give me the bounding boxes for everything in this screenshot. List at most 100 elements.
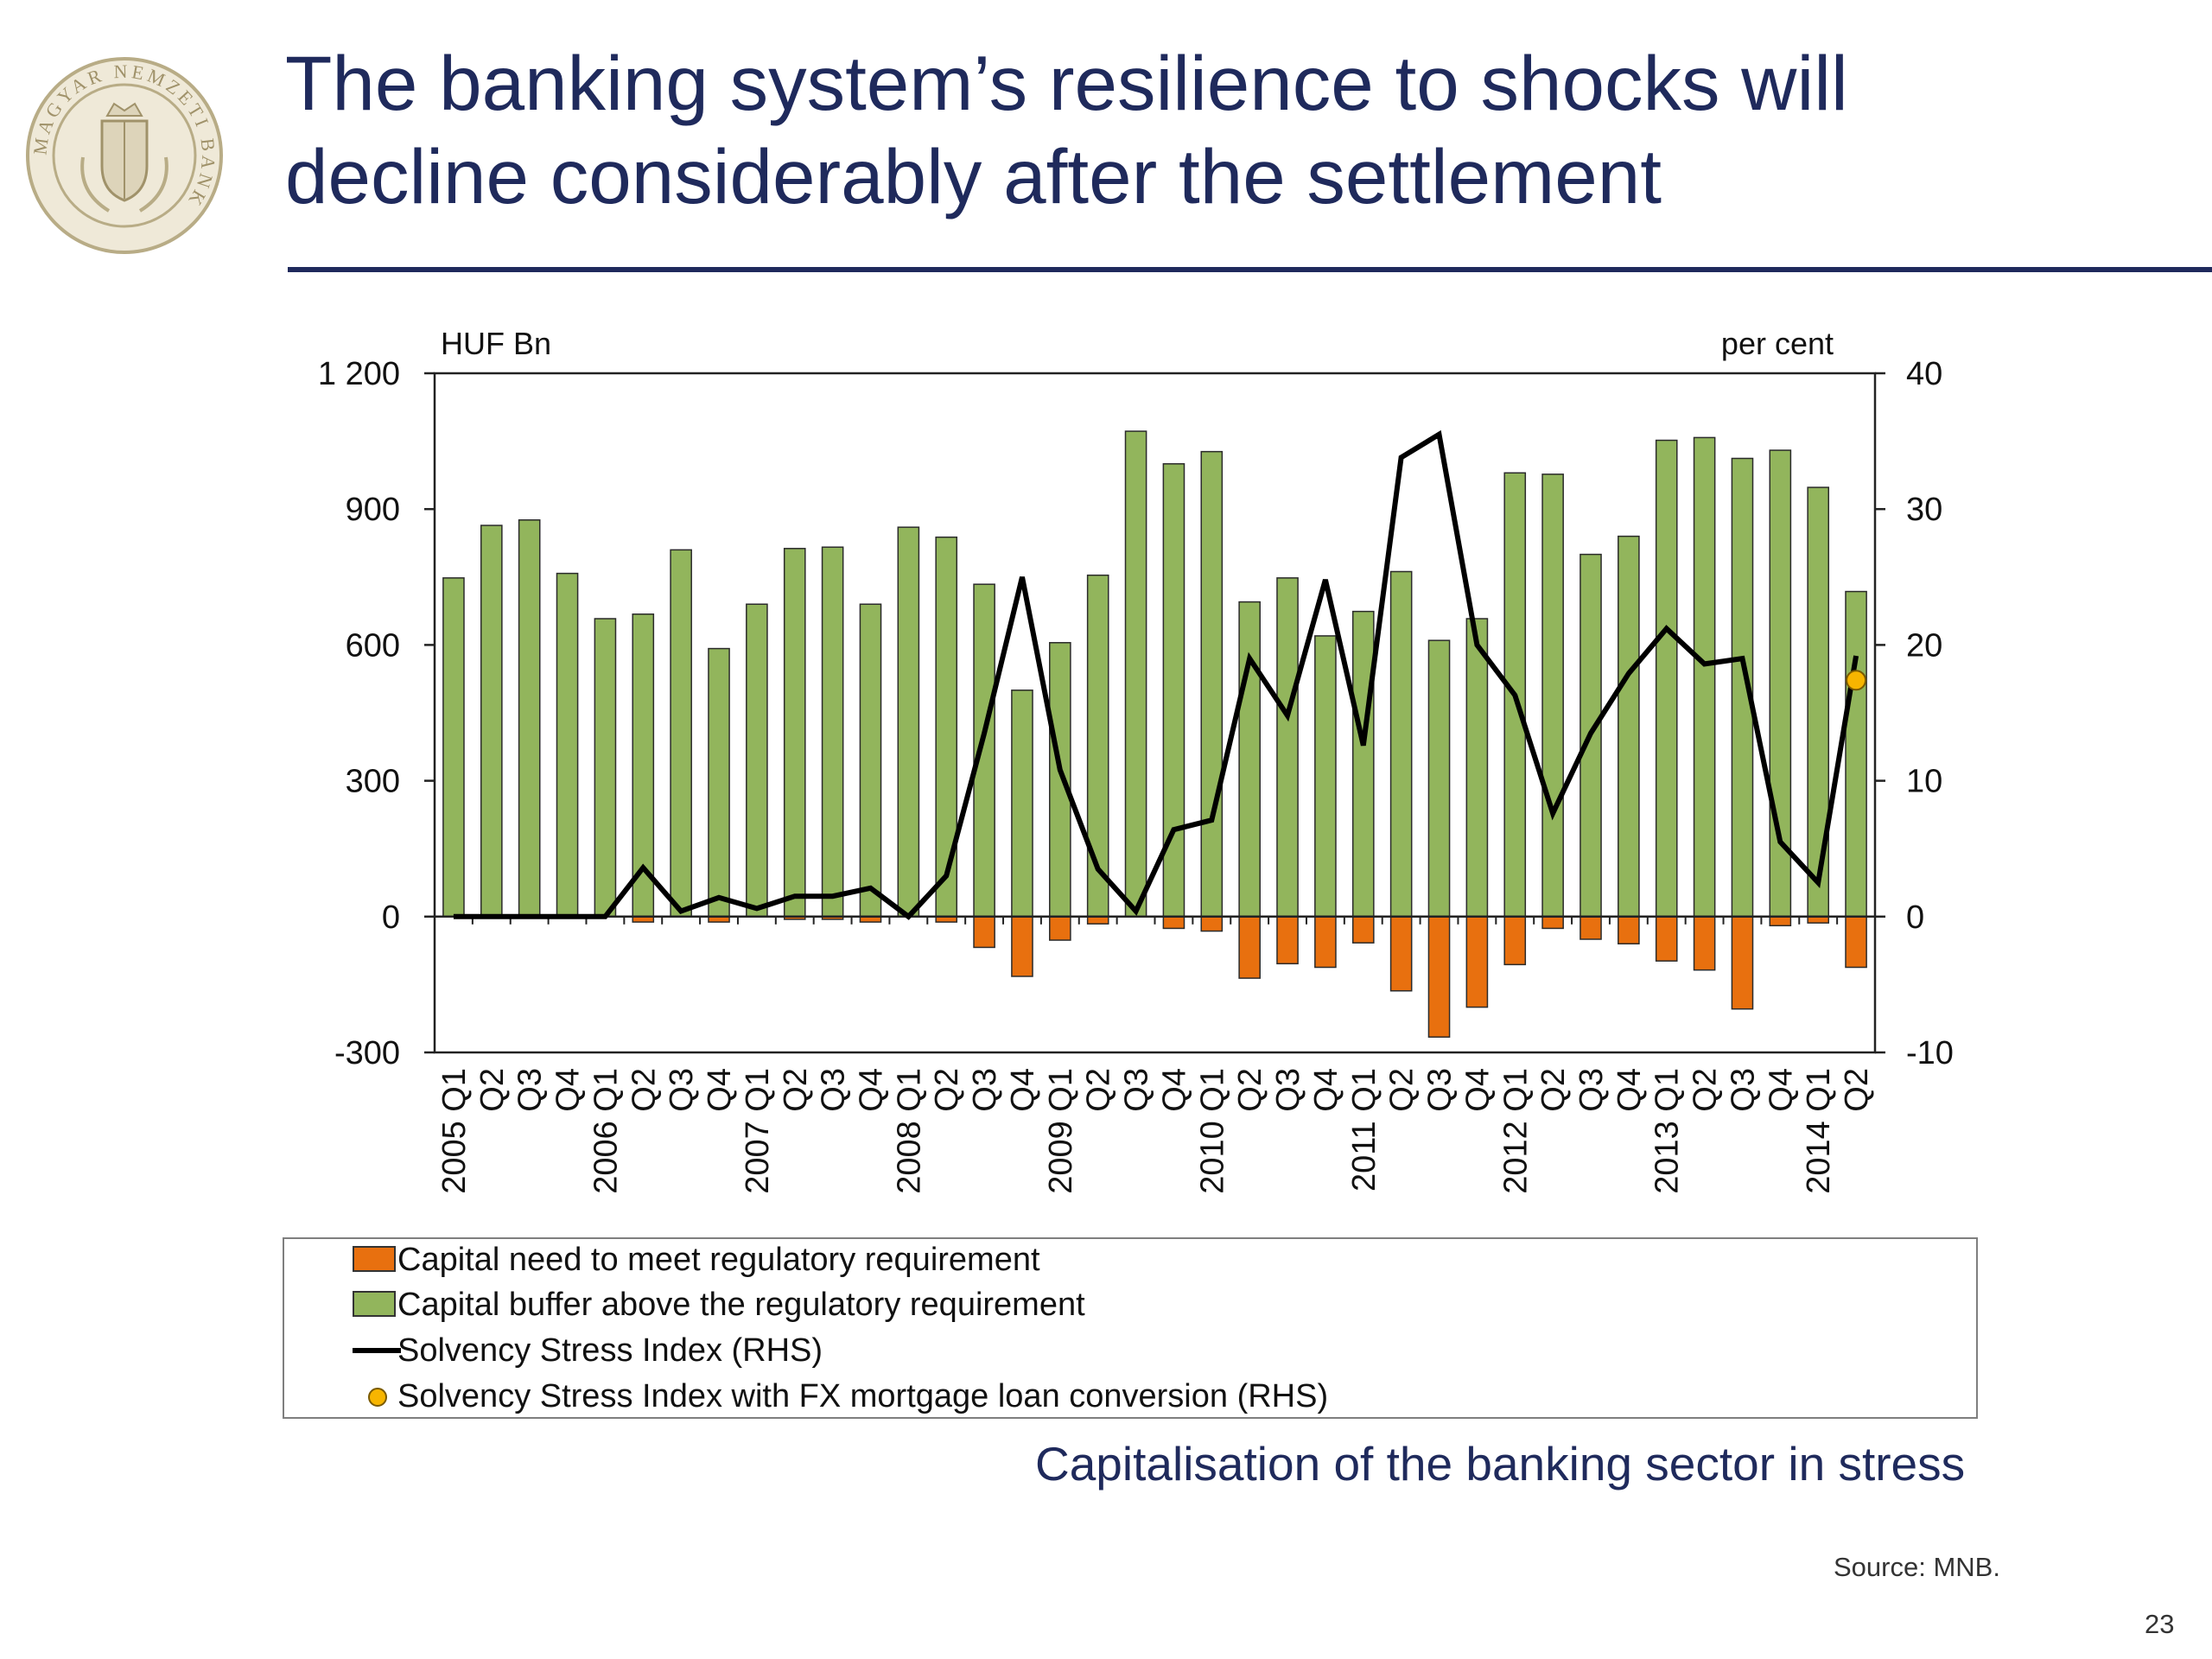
x-tick-label: Q3 bbox=[816, 1068, 852, 1112]
y-right-tick-label: 0 bbox=[1906, 899, 1924, 936]
line-solvency-stress-index bbox=[453, 429, 1859, 920]
y-left-tick-label: 600 bbox=[346, 627, 400, 664]
y-left-tick-label: 300 bbox=[346, 764, 400, 800]
x-tick-label: Q2 bbox=[1384, 1068, 1421, 1112]
y-left-tick-label: 1 200 bbox=[318, 356, 400, 392]
bar-capital-buffer bbox=[935, 536, 958, 918]
x-tick-label: 2011 Q1 bbox=[1346, 1068, 1382, 1192]
y-right-tick-label: 20 bbox=[1906, 627, 1942, 664]
slide-title: The banking system’s resilience to shock… bbox=[285, 40, 1848, 219]
x-tick-label: Q4 bbox=[1005, 1068, 1041, 1112]
bar-capital-buffer bbox=[1427, 639, 1451, 918]
bar-capital-buffer bbox=[859, 603, 882, 918]
x-tick-label: 2007 Q1 bbox=[740, 1068, 776, 1194]
mnb-logo: MAGYAR NEMZETI BANK bbox=[26, 57, 223, 254]
x-tick-label: 2010 Q1 bbox=[1194, 1068, 1230, 1194]
x-tick-label: 2013 Q1 bbox=[1649, 1068, 1686, 1194]
bar-capital-buffer bbox=[1200, 450, 1224, 918]
x-tick-label: Q3 bbox=[1725, 1068, 1761, 1112]
bar-capital-need bbox=[1276, 916, 1299, 965]
x-tick-label: Q2 bbox=[1081, 1068, 1117, 1112]
bar-capital-buffer bbox=[1655, 439, 1678, 918]
legend-label: Solvency Stress Index (RHS) bbox=[397, 1332, 823, 1369]
legend-item-capital-buffer: Capital buffer above the regulatory requ… bbox=[353, 1282, 1085, 1327]
x-tick-label: Q4 bbox=[1308, 1068, 1344, 1112]
page-number: 23 bbox=[2145, 1609, 2175, 1639]
bar-capital-need bbox=[1618, 916, 1640, 944]
bar-capital-buffer bbox=[1389, 570, 1413, 918]
plot-frame bbox=[433, 372, 1877, 1054]
bar-capital-buffer bbox=[973, 583, 995, 918]
x-tick-label: 2009 Q1 bbox=[1043, 1068, 1079, 1194]
x-tick-label: Q3 bbox=[1270, 1068, 1306, 1112]
bar-capital-need bbox=[1580, 916, 1602, 940]
x-tick-label: Q2 bbox=[1688, 1068, 1724, 1112]
bar-capital-need bbox=[1389, 916, 1413, 992]
bar-capital-need bbox=[1049, 916, 1071, 941]
legend-label: Solvency Stress Index with FX mortgage l… bbox=[397, 1377, 1329, 1414]
legend-item-ssi: Solvency Stress Index (RHS) bbox=[353, 1328, 823, 1373]
bar-capital-need bbox=[1427, 916, 1451, 1038]
x-tick-label: Q4 bbox=[702, 1068, 738, 1112]
bar-capital-buffer bbox=[1541, 474, 1564, 918]
bar-capital-buffer bbox=[556, 572, 579, 918]
bar-capital-need bbox=[1162, 916, 1185, 930]
legend bbox=[283, 1237, 1978, 1419]
bar-capital-buffer bbox=[1693, 436, 1716, 918]
y-right-tick-label: 10 bbox=[1906, 764, 1942, 800]
bar-capital-need bbox=[1238, 916, 1261, 979]
x-tick-label: Q2 bbox=[1839, 1068, 1875, 1112]
bar-capital-buffer bbox=[746, 603, 768, 918]
x-tick-label: Q4 bbox=[1156, 1068, 1192, 1112]
bar-capital-buffer bbox=[1276, 577, 1299, 918]
legend-label: Capital need to meet regulatory requirem… bbox=[397, 1241, 1040, 1278]
x-tick-label: Q3 bbox=[1119, 1068, 1155, 1112]
bar-capital-buffer bbox=[1618, 535, 1640, 918]
legend-line-black bbox=[353, 1328, 401, 1373]
bar-capital-need bbox=[1541, 916, 1564, 930]
y-left-tick-label: 900 bbox=[346, 492, 400, 528]
x-tick-label: 2012 Q1 bbox=[1497, 1068, 1534, 1194]
x-tick-label: Q3 bbox=[1573, 1068, 1610, 1112]
chart-caption: Capitalisation of the banking sector in … bbox=[1035, 1437, 1966, 1491]
bar-capital-buffer bbox=[897, 526, 920, 918]
x-tick-label: Q2 bbox=[1232, 1068, 1268, 1112]
bar-capital-need bbox=[1200, 916, 1224, 932]
bar-capital-buffer bbox=[1731, 457, 1754, 918]
legend-swatch-orange bbox=[353, 1237, 397, 1282]
y-right-unit: per cent bbox=[1721, 326, 1834, 361]
y-left-tick-label: 0 bbox=[382, 899, 400, 936]
y-right-tick-label: -10 bbox=[1906, 1035, 1954, 1071]
bar-capital-buffer bbox=[1465, 618, 1489, 918]
bar-capital-buffer bbox=[1580, 553, 1602, 918]
x-tick-label: Q2 bbox=[626, 1068, 662, 1112]
x-tick-label: Q3 bbox=[664, 1068, 700, 1112]
x-tick-label: 2008 Q1 bbox=[891, 1068, 927, 1194]
x-tick-label: Q2 bbox=[474, 1068, 511, 1112]
x-tick-label: Q2 bbox=[929, 1068, 965, 1112]
bar-capital-buffer bbox=[1238, 601, 1261, 918]
bar-capital-buffer bbox=[708, 647, 730, 918]
bar-capital-buffer bbox=[1351, 610, 1375, 918]
bar-capital-need bbox=[1845, 916, 1867, 969]
x-tick-label: 2005 Q1 bbox=[436, 1068, 473, 1194]
x-tick-label: Q3 bbox=[512, 1068, 549, 1112]
bar-capital-buffer bbox=[821, 546, 844, 918]
x-tick-label: Q2 bbox=[778, 1068, 814, 1112]
bar-capital-buffer bbox=[1011, 690, 1033, 918]
bar-capital-buffer bbox=[783, 548, 806, 918]
bar-capital-need bbox=[1655, 916, 1678, 962]
x-tick-label: 2006 Q1 bbox=[588, 1068, 624, 1194]
bar-capital-buffer bbox=[1124, 430, 1147, 918]
x-tick-label: Q4 bbox=[853, 1068, 889, 1112]
bar-capital-buffer bbox=[1845, 590, 1867, 918]
x-tick-label: Q4 bbox=[550, 1068, 587, 1112]
title-rule bbox=[288, 267, 2212, 272]
x-tick-label: Q4 bbox=[1763, 1068, 1799, 1112]
bar-capital-buffer bbox=[518, 519, 541, 918]
bar-capital-need bbox=[1731, 916, 1754, 1010]
bar-capital-buffer bbox=[670, 549, 692, 918]
x-tick-label: Q2 bbox=[1535, 1068, 1572, 1112]
bar-capital-need bbox=[1351, 916, 1375, 944]
